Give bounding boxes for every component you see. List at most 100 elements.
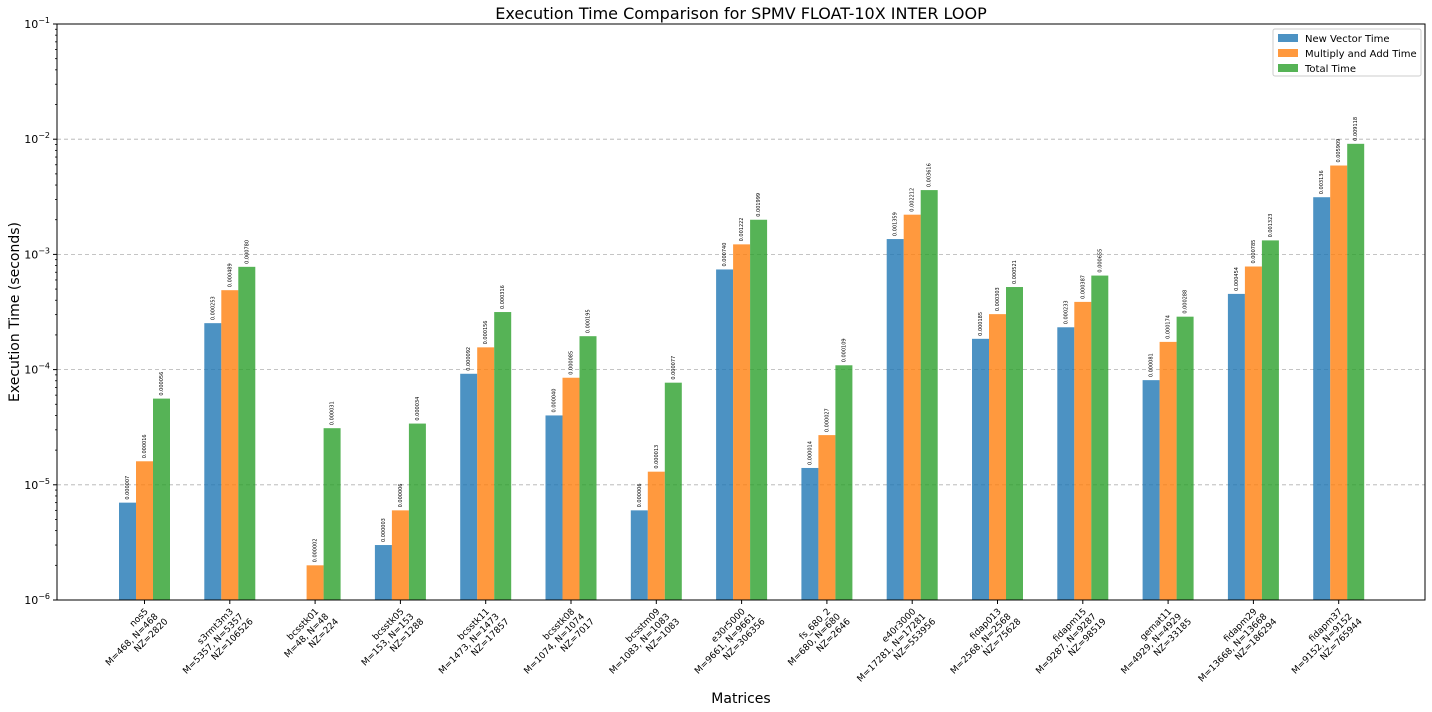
bar <box>1142 380 1160 600</box>
bar <box>238 266 256 600</box>
bar <box>1347 143 1365 600</box>
bar <box>733 244 751 601</box>
bar <box>374 545 392 600</box>
bar <box>1176 316 1194 600</box>
bar <box>835 365 853 600</box>
x-tick-label-line: M=17281, N=17281 <box>856 612 929 685</box>
bar-value-label: 0.000003 <box>381 518 387 542</box>
bar <box>1057 327 1075 600</box>
legend-swatch <box>1278 34 1298 42</box>
x-tick-label-line: M=13668, N=13668 <box>1197 612 1270 685</box>
bar <box>1074 301 1092 600</box>
bar-value-labels: 0.000007 0.000016 0.000056 0.000253 0.000489… <box>125 117 1359 562</box>
plot-frame <box>56 23 1426 601</box>
bar-value-label: 0.000489 <box>227 263 233 287</box>
axes <box>56 23 1426 601</box>
bar <box>647 471 665 600</box>
bar-value-label: 0.000092 <box>466 347 472 371</box>
bar <box>1244 266 1262 600</box>
bar <box>221 290 239 600</box>
bar-value-label: 0.001222 <box>739 218 745 242</box>
bar-value-label: 0.000006 <box>398 483 404 507</box>
y-tick-label: 10−5 <box>24 477 50 492</box>
bar <box>136 461 153 600</box>
bar-value-label: 0.000195 <box>586 309 592 333</box>
bar-value-label: 0.000007 <box>125 476 131 500</box>
bar <box>1313 197 1331 601</box>
bar-value-label: 0.000081 <box>1149 353 1155 377</box>
bar-value-label: 0.000109 <box>841 338 847 362</box>
bar-value-label: 0.000006 <box>637 483 643 507</box>
bar-value-label: 0.000056 <box>159 372 165 396</box>
legend: New Vector Time Multiply and Add Time Tota… <box>1272 28 1422 77</box>
bar <box>1091 275 1109 600</box>
bar <box>1227 293 1245 600</box>
y-tick-label: 10−6 <box>24 592 50 607</box>
bar-value-label: 0.000387 <box>1080 275 1086 299</box>
bar-value-label: 0.005909 <box>1336 139 1342 163</box>
bar-value-label: 0.000016 <box>142 434 148 458</box>
bar <box>204 323 222 600</box>
y-tick-label: 10−4 <box>24 362 50 377</box>
y-tick-label: 10−1 <box>24 16 50 31</box>
legend-swatch <box>1278 49 1298 57</box>
y-tick-label: 10−2 <box>24 131 50 146</box>
bar-value-label: 0.000316 <box>500 285 506 309</box>
bar <box>391 510 409 600</box>
legend-box <box>1272 28 1422 77</box>
bar-value-label: 0.001323 <box>1268 214 1274 238</box>
bar-value-label: 0.000077 <box>671 356 677 380</box>
bar-value-label: 0.000253 <box>210 296 216 320</box>
y-axis-ticks: 10−6 10−5 10−4 10−3 10−2 10−1 <box>24 16 57 607</box>
grid-lines <box>57 138 1425 486</box>
y-axis-title: Execution Time (seconds) <box>7 222 23 402</box>
bar-value-label: 0.000013 <box>654 445 660 469</box>
bar <box>1261 240 1279 600</box>
bar-value-label: 0.000185 <box>978 312 984 336</box>
legend-label: Total Time <box>1304 64 1356 75</box>
bar <box>1159 341 1177 600</box>
bar-value-label: 0.000521 <box>1012 260 1018 284</box>
bars <box>119 143 1365 601</box>
bar-value-label: 0.000085 <box>569 351 575 375</box>
y-tick-label: 10−3 <box>24 246 50 261</box>
bar-value-label: 0.000233 <box>1063 300 1069 324</box>
bar-value-label: 0.000034 <box>415 397 421 421</box>
bar <box>545 415 563 600</box>
bar <box>153 398 170 600</box>
bar <box>408 423 426 600</box>
bar <box>903 214 921 600</box>
bar <box>477 347 495 600</box>
legend-label: New Vector Time <box>1305 34 1390 45</box>
bar <box>664 382 682 600</box>
bar-value-label: 0.001999 <box>756 193 762 217</box>
bar <box>579 336 597 600</box>
bar <box>323 428 341 600</box>
bar-value-label: 0.000780 <box>244 240 250 264</box>
bar-value-label: 0.000040 <box>552 389 558 413</box>
bar <box>750 219 768 600</box>
bar <box>630 510 648 600</box>
bar <box>562 377 580 600</box>
chart-title: Execution Time Comparison for SPMV FLOAT… <box>495 4 987 23</box>
bar <box>494 312 512 600</box>
bar-value-label: 0.000303 <box>995 287 1001 311</box>
bar <box>972 338 989 600</box>
bar-value-label: 0.000031 <box>330 401 336 425</box>
bar-value-label: 0.000156 <box>483 320 489 344</box>
bar <box>920 190 938 600</box>
